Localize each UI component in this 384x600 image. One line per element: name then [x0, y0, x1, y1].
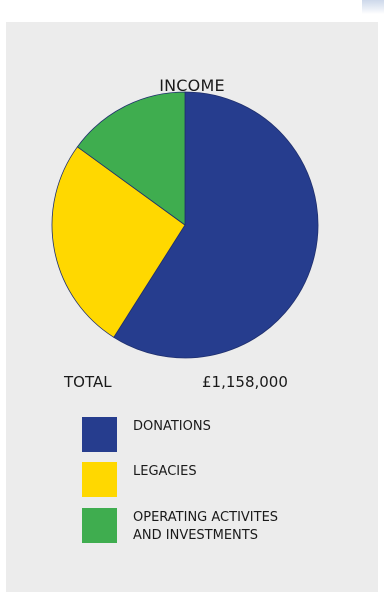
legend-label-operating-activities: OPERATING ACTIVITES AND INVESTMENTS — [133, 510, 279, 543]
income-chart-panel: INCOME TOTAL £1,158,000 DONATIONS LEGACI… — [6, 22, 378, 592]
pie-slice-operating-activities — [76, 91, 186, 226]
chart-title: INCOME — [159, 76, 225, 95]
legend-swatch-operating-activities — [82, 508, 117, 543]
corner-accent — [362, 0, 384, 14]
legend-label-legacies: LEGACIES — [133, 464, 197, 479]
legend-swatch-legacies — [82, 462, 117, 497]
legend-label-donations: DONATIONS — [133, 419, 211, 434]
legend-swatch-donations — [82, 417, 117, 452]
total-label: TOTAL — [64, 373, 112, 391]
pie-slice-legacies — [51, 146, 186, 338]
income-pie-chart — [51, 91, 319, 359]
total-value: £1,158,000 — [202, 373, 288, 391]
pie-slice-donations — [113, 91, 319, 359]
